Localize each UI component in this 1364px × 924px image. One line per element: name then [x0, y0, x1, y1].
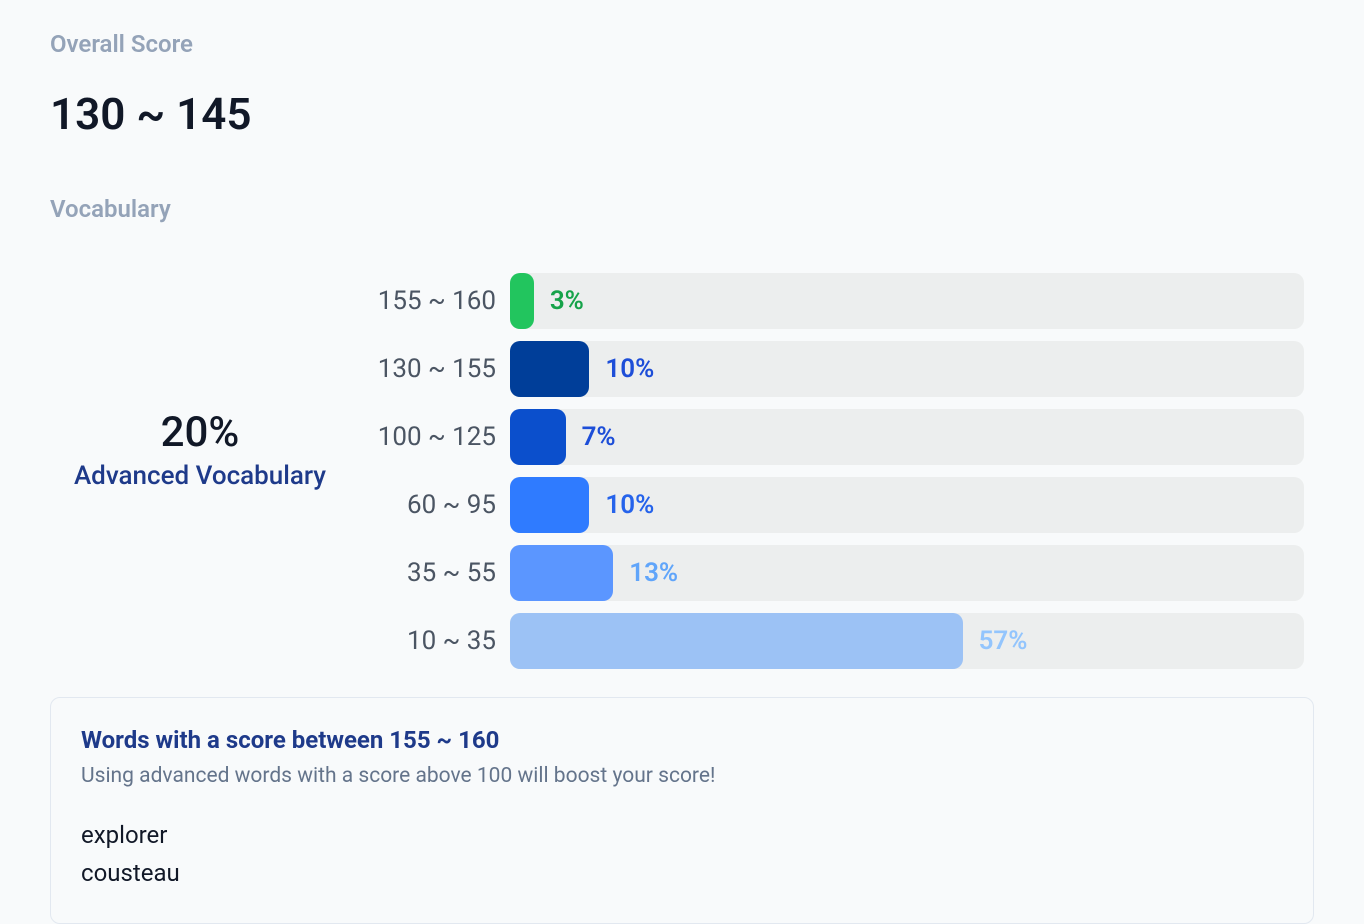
bar-percentage: 7% — [582, 422, 616, 452]
bar-percentage: 10% — [605, 490, 654, 520]
bar-row[interactable]: 35 ~ 55 13% — [350, 545, 1314, 601]
bar-track: 7% — [510, 409, 1304, 465]
bar-fill — [510, 273, 534, 329]
bar-fill — [510, 477, 589, 533]
bar-percentage: 13% — [629, 558, 678, 588]
vocabulary-summary: 20% Advanced Vocabulary — [50, 273, 350, 491]
bar-row[interactable]: 155 ~ 160 3% — [350, 273, 1314, 329]
bar-fill — [510, 341, 589, 397]
words-card-hint: Using advanced words with a score above … — [81, 764, 1283, 788]
advanced-vocab-label: Advanced Vocabulary — [50, 461, 350, 491]
bar-range-label: 100 ~ 125 — [350, 422, 510, 452]
bar-row[interactable]: 130 ~ 155 10% — [350, 341, 1314, 397]
bar-fill — [510, 545, 613, 601]
bar-range-label: 155 ~ 160 — [350, 286, 510, 316]
bar-track: 57% — [510, 613, 1304, 669]
overall-score-label: Overall Score — [50, 30, 1314, 58]
bar-percentage: 10% — [605, 354, 654, 384]
words-card-title: Words with a score between 155 ~ 160 — [81, 726, 1283, 754]
vocabulary-label: Vocabulary — [50, 195, 1314, 223]
words-list: explorercousteau — [81, 816, 1283, 893]
word-item: cousteau — [81, 854, 1283, 892]
score-report: Overall Score 130 ~ 145 Vocabulary 20% A… — [0, 0, 1364, 906]
bar-range-label: 10 ~ 35 — [350, 626, 510, 656]
bar-row[interactable]: 100 ~ 125 7% — [350, 409, 1314, 465]
bar-track: 13% — [510, 545, 1304, 601]
advanced-vocab-percentage: 20% — [50, 408, 350, 457]
word-item: explorer — [81, 816, 1283, 854]
bar-track: 3% — [510, 273, 1304, 329]
words-card: Words with a score between 155 ~ 160 Usi… — [50, 697, 1314, 924]
bar-range-label: 60 ~ 95 — [350, 490, 510, 520]
bar-range-label: 130 ~ 155 — [350, 354, 510, 384]
bar-track: 10% — [510, 477, 1304, 533]
bar-fill — [510, 409, 566, 465]
bar-range-label: 35 ~ 55 — [350, 558, 510, 588]
bar-fill — [510, 613, 963, 669]
vocabulary-bar-chart: 155 ~ 160 3% 130 ~ 155 10% 100 ~ 125 7% 60 ~ 9… — [350, 273, 1314, 681]
overall-score-value: 130 ~ 145 — [50, 88, 1314, 140]
vocabulary-section: 20% Advanced Vocabulary 155 ~ 160 3% 130 ~… — [50, 273, 1314, 681]
bar-percentage: 57% — [979, 626, 1028, 656]
bar-row[interactable]: 60 ~ 95 10% — [350, 477, 1314, 533]
bar-percentage: 3% — [550, 286, 584, 316]
bar-row[interactable]: 10 ~ 35 57% — [350, 613, 1314, 669]
bar-track: 10% — [510, 341, 1304, 397]
